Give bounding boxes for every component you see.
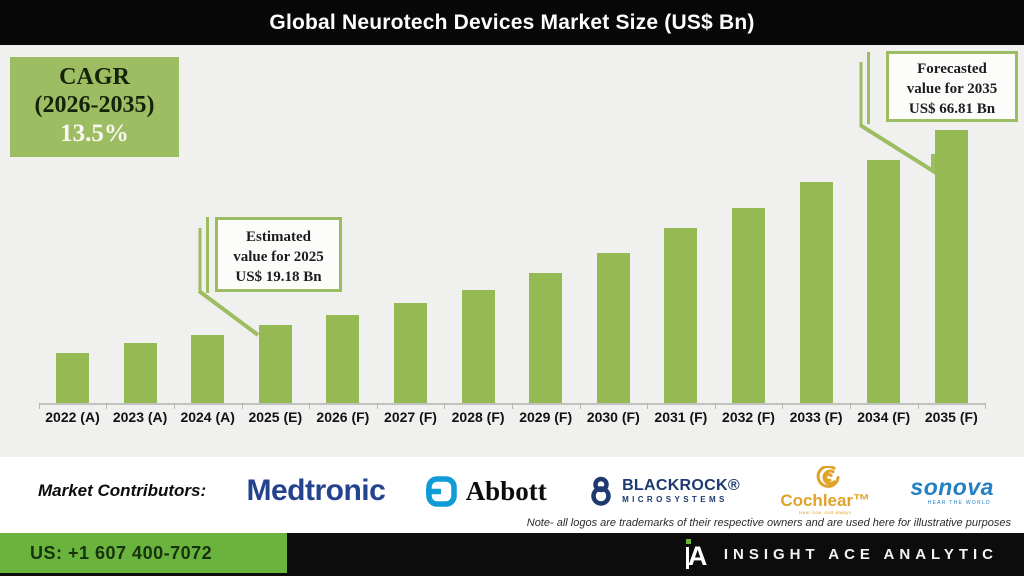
cagr-value: 13.5% bbox=[60, 120, 129, 148]
logo-green-dot bbox=[685, 538, 691, 544]
x-axis-tick bbox=[173, 403, 175, 409]
blackrock-name: BLACKROCK® bbox=[622, 477, 740, 494]
x-label-2035: 2035 (F) bbox=[924, 409, 978, 425]
x-label-2034: 2034 (F) bbox=[857, 409, 911, 425]
plot-area: 2022 (A) 2023 (A) 2024 (A) 2025 (E) 2026 (F)… bbox=[0, 45, 1024, 457]
blackrock-subname: MICROSYSTEMS bbox=[622, 495, 728, 504]
bar-2024 bbox=[191, 335, 225, 403]
x-label-2022: 2022 (A) bbox=[45, 409, 100, 425]
x-axis-tick bbox=[38, 403, 40, 409]
phone-number: US: +1 607 400-7072 bbox=[30, 542, 213, 563]
x-axis-tick bbox=[241, 403, 243, 409]
cagr-range: (2026-2035) bbox=[34, 91, 155, 118]
bar-2035 bbox=[934, 130, 968, 403]
x-label-2027: 2027 (F) bbox=[384, 409, 437, 425]
cagr-title: CAGR bbox=[59, 64, 130, 90]
page-title: Global Neurotech Devices Market Size (US… bbox=[269, 10, 755, 34]
x-label-2032: 2032 (F) bbox=[722, 409, 775, 425]
x-axis-tick bbox=[985, 403, 987, 409]
x-axis-tick bbox=[579, 403, 581, 409]
x-label-2026: 2026 (F) bbox=[316, 409, 370, 425]
title-bar: Global Neurotech Devices Market Size (US… bbox=[0, 0, 1024, 45]
logo-bar bbox=[685, 546, 689, 569]
logo-letter-a: A bbox=[687, 540, 708, 571]
market-contributors-label: Market Contributors: bbox=[38, 481, 207, 500]
phone-box: US: +1 607 400-7072 bbox=[0, 533, 287, 573]
x-axis-tick bbox=[511, 403, 513, 409]
insight-ace-logo-icon: A bbox=[682, 538, 708, 571]
contributors-section: Market Contributors: Medtronic Abbott BL… bbox=[0, 457, 1024, 533]
callout-2025-line1: Estimated bbox=[246, 229, 311, 245]
trademark-note: Note- all logos are trademarks of their … bbox=[526, 517, 1011, 529]
x-label-2029: 2029 (F) bbox=[519, 409, 573, 425]
callout-forecast-2035: Forecasted value for 2035 US$ 66.81 Bn bbox=[886, 51, 1018, 122]
cagr-box: CAGR (2026-2035) 13.5% bbox=[10, 57, 179, 157]
bar-2028 bbox=[461, 290, 495, 403]
bar-2023 bbox=[123, 343, 157, 403]
callout-2025-value: US$ 19.18 Bn bbox=[235, 268, 322, 285]
x-label-2033: 2033 (F) bbox=[789, 409, 843, 425]
x-axis-tick bbox=[714, 403, 716, 409]
x-axis-tick bbox=[849, 403, 851, 409]
sonova-wordmark: sonova bbox=[910, 474, 994, 500]
x-axis-tick bbox=[106, 403, 108, 409]
bar-2022 bbox=[56, 353, 89, 403]
contributors-row: Market Contributors: Medtronic Abbott BL… bbox=[0, 457, 1024, 515]
blackrock-logo: BLACKROCK® MICROSYSTEMS bbox=[587, 476, 740, 506]
chart-section: 2022 (A) 2023 (A) 2024 (A) 2025 (E) 2026 (F)… bbox=[0, 45, 1024, 457]
cochlear-tagline: Hear now. And always bbox=[799, 510, 852, 516]
x-label-2023: 2023 (A) bbox=[112, 409, 168, 425]
callout-2035-value: US$ 66.81 Bn bbox=[908, 100, 996, 117]
bar-2025 bbox=[258, 325, 292, 403]
blackrock-wordmark: BLACKROCK® MICROSYSTEMS bbox=[622, 478, 740, 504]
brand-block: A INSIGHT ACE ANALYTIC bbox=[682, 533, 998, 576]
callout-2025-line2: value for 2025 bbox=[233, 248, 324, 265]
cochlear-logo: Cochlear™ Hear now. And always bbox=[780, 466, 870, 516]
x-axis-line bbox=[38, 403, 986, 405]
abbott-wordmark: Abbott bbox=[465, 475, 547, 506]
cochlear-spiral-icon bbox=[816, 466, 840, 489]
cochlear-wordmark: Cochlear™ bbox=[780, 491, 871, 511]
bar-2026 bbox=[326, 315, 360, 403]
abbott-logo: Abbott bbox=[425, 475, 547, 507]
bar-2030 bbox=[596, 253, 630, 403]
blackrock-b-icon bbox=[591, 476, 611, 506]
abbott-a-icon bbox=[425, 475, 457, 507]
sonova-logo: sonova HEAR THE WORLD bbox=[910, 476, 994, 506]
x-label-2028: 2028 (F) bbox=[451, 409, 505, 425]
bar-2033 bbox=[799, 182, 833, 403]
callout-2035-line2: value for 2035 bbox=[906, 80, 998, 97]
x-axis-tick bbox=[917, 403, 919, 409]
medtronic-logo: Medtronic bbox=[246, 474, 386, 507]
x-axis-tick bbox=[782, 403, 784, 409]
x-label-2030: 2030 (F) bbox=[586, 409, 640, 425]
x-axis-tick bbox=[647, 403, 649, 409]
bar-2032 bbox=[732, 208, 765, 403]
callout-estimated-2025: Estimated value for 2025 US$ 19.18 Bn bbox=[215, 217, 342, 292]
bar-2029 bbox=[529, 273, 563, 403]
x-label-2025: 2025 (E) bbox=[248, 409, 303, 425]
x-label-2031: 2031 (F) bbox=[654, 409, 708, 425]
x-label-2024: 2024 (A) bbox=[180, 409, 235, 425]
callout-2035-line1: Forecasted bbox=[917, 61, 987, 77]
sonova-tagline: HEAR THE WORLD bbox=[927, 500, 991, 506]
x-axis-tick bbox=[309, 403, 311, 409]
x-axis-tick bbox=[444, 403, 446, 409]
x-axis-tick bbox=[376, 403, 378, 409]
bar-2034 bbox=[867, 160, 901, 403]
brand-name: INSIGHT ACE ANALYTIC bbox=[723, 546, 998, 563]
footer-bar: US: +1 607 400-7072 A INSIGHT ACE ANALYT… bbox=[0, 533, 1024, 576]
bar-2031 bbox=[664, 228, 698, 403]
bar-2027 bbox=[394, 303, 427, 403]
